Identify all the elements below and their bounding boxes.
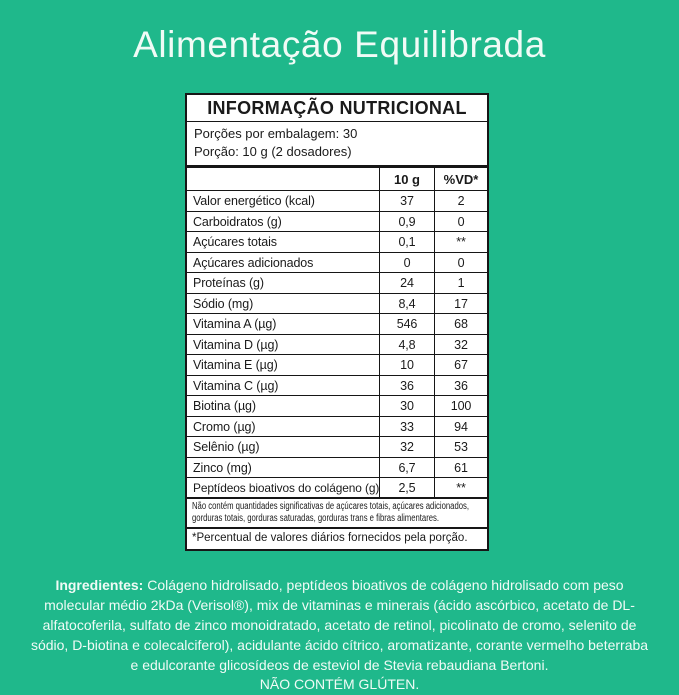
ingredients-paragraph: Ingredientes: Colágeno hidrolisado, pept… (27, 576, 652, 695)
footnote-daily-values: *Percentual de valores diários fornecido… (192, 532, 468, 545)
nutrient-name: Açúcares adicionados (193, 255, 314, 270)
nutrient-amount: 10 (379, 355, 434, 375)
table-row: Peptídeos bioativos do colágeno (g) 2,5 ** (187, 478, 487, 499)
nutrient-dv: ** (434, 232, 487, 252)
table-row: Zinco (mg) 6,7 61 (187, 457, 487, 479)
nutrient-name: Vitamina E (µg) (193, 358, 278, 373)
nutrient-amount: 37 (379, 191, 434, 211)
table-row: Vitamina C (µg) 36 36 (187, 375, 487, 397)
nutrient-dv: 17 (434, 293, 487, 314)
nutrient-amount: 33 (379, 416, 434, 437)
nutrient-amount: 36 (379, 375, 434, 396)
nutrient-name: Selênio (µg) (193, 440, 260, 455)
nutrient-dv: 67 (434, 355, 487, 375)
nutrient-name: Açúcares totais (193, 235, 277, 250)
nutrient-dv: 0 (434, 211, 487, 232)
nutrient-name: Carboidratos (g) (193, 214, 282, 229)
nutrient-dv: 2 (434, 191, 487, 211)
table-row: Selênio (µg) 32 53 (187, 437, 487, 458)
header-amount-column: 10 g (379, 168, 434, 191)
nutrient-dv: 53 (434, 437, 487, 457)
table-row: Biotina (µg) 30 100 (187, 396, 487, 417)
nutrient-amount: 0 (379, 252, 434, 273)
nutrient-amount: 4,8 (379, 334, 434, 355)
ingredients-text: Colágeno hidrolisado, peptídeos bioativo… (30, 577, 649, 673)
page-title: Alimentação Equilibrada (133, 24, 546, 65)
nutrient-amount: 2,5 (379, 478, 434, 497)
serving-info: Porções por embalagem: 30 Porção: 10 g (… (187, 122, 487, 169)
table-row: Sódio (mg) 8,4 17 (187, 293, 487, 315)
nutrient-amount: 0,1 (379, 232, 434, 252)
table-row: Carboidratos (g) 0,9 0 (187, 211, 487, 233)
footnote-significant: Não contém quantidades significativas de… (187, 499, 487, 530)
table-row: Cromo (µg) 33 94 (187, 416, 487, 438)
nutrient-name: Peptídeos bioativos do colágeno (g) (193, 480, 379, 495)
header-nutrient-column (187, 168, 379, 190)
nutrient-name: Zinco (mg) (193, 460, 252, 475)
nutrition-label-title: INFORMAÇÃO NUTRICIONAL (187, 95, 487, 122)
nutrient-dv: 61 (434, 457, 487, 478)
nutrient-dv: ** (434, 478, 487, 497)
table-row: Vitamina A (µg) 546 68 (187, 314, 487, 335)
nutrient-name: Vitamina A (µg) (193, 317, 277, 332)
page-background: Alimentação Equilibrada INFORMAÇÃO NUTRI… (31, 24, 648, 692)
table-row: Valor energético (kcal) 37 2 (187, 191, 487, 212)
nutrition-facts-label: INFORMAÇÃO NUTRICIONAL Porções por embal… (185, 93, 489, 552)
nutrient-rows: Valor energético (kcal) 37 2 Carboidratos (… (187, 191, 487, 499)
nutrient-dv: 94 (434, 416, 487, 437)
nutrient-name: Cromo (µg) (193, 419, 256, 434)
nutrient-dv: 1 (434, 273, 487, 293)
table-header-row: 10 g %VD* (187, 168, 487, 192)
nutrient-dv: 68 (434, 314, 487, 334)
gluten-notice: NÃO CONTÉM GLÚTEN. (259, 676, 420, 693)
ingredients-label: Ingredientes: (55, 577, 144, 593)
nutrient-dv: 32 (434, 334, 487, 355)
nutrient-name: Biotina (µg) (193, 399, 256, 414)
table-row: Vitamina D (µg) 4,8 32 (187, 334, 487, 356)
nutrient-dv: 36 (434, 375, 487, 396)
table-row: Vitamina E (µg) 10 67 (187, 355, 487, 376)
nutrient-amount: 8,4 (379, 293, 434, 314)
nutrient-dv: 0 (434, 252, 487, 273)
table-row: Açúcares totais 0,1 ** (187, 232, 487, 253)
nutrient-amount: 32 (379, 437, 434, 457)
nutrient-name: Proteínas (g) (193, 276, 264, 291)
nutrient-name: Valor energético (kcal) (193, 194, 315, 209)
nutrient-amount: 0,9 (379, 211, 434, 232)
nutrient-name: Sódio (mg) (193, 296, 254, 311)
nutrient-name: Vitamina D (µg) (193, 337, 279, 352)
footnote-significant-text: Não contém quantidades significativas de… (192, 500, 470, 524)
table-row: Açúcares adicionados 0 0 (187, 252, 487, 274)
nutrient-dv: 100 (434, 396, 487, 416)
table-row: Proteínas (g) 24 1 (187, 273, 487, 294)
nutrient-amount: 30 (379, 396, 434, 416)
nutrient-amount: 6,7 (379, 457, 434, 478)
nutrient-amount: 546 (379, 314, 434, 334)
nutrient-name: Vitamina C (µg) (193, 378, 279, 393)
serving-size: Porção: 10 g (2 dosadores) (194, 143, 352, 159)
header-dv-column: %VD* (434, 168, 487, 191)
servings-per-pack: Porções por embalagem: 30 (194, 126, 358, 141)
nutrient-amount: 24 (379, 273, 434, 293)
